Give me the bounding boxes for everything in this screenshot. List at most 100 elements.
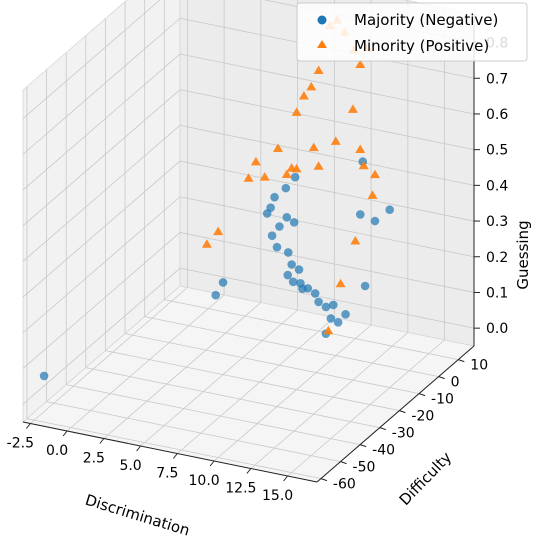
data-point-majority [267, 231, 277, 241]
legend-marker-minority [317, 40, 327, 48]
data-point-majority [39, 371, 49, 381]
data-point-majority [298, 284, 307, 294]
grid-line-z [179, 196, 475, 258]
grid-line-y [46, 401, 341, 462]
grid-line-z [179, 232, 475, 293]
data-points [39, 15, 394, 381]
data-point-minority [313, 161, 324, 170]
grid-line-x [287, 339, 445, 477]
data-point-minority [355, 59, 366, 69]
z-tick-label: 0.1 [486, 285, 508, 301]
grid-line-z [22, 160, 181, 298]
grid-line-z [22, 125, 181, 262]
data-point-majority [283, 248, 293, 257]
data-point-majority [282, 212, 292, 222]
grid-line-z [22, 232, 181, 369]
z-tick-label: 0.4 [486, 178, 508, 194]
data-point-minority [201, 239, 212, 248]
y-tick-label: -60 [333, 477, 356, 493]
data-point-majority [211, 290, 221, 300]
data-point-majority [275, 222, 284, 231]
grid-line-x [66, 294, 225, 432]
x-tick-mark [246, 468, 252, 474]
grid-line-x [140, 309, 298, 447]
data-point-minority [369, 169, 380, 179]
data-point-majority [270, 192, 279, 202]
x-tick-label: 2.5 [83, 451, 105, 467]
y-tick-label: -10 [431, 392, 454, 408]
data-point-majority [310, 289, 320, 298]
data-point-minority [291, 163, 302, 173]
data-point-minority [335, 278, 346, 288]
x-tick-mark [136, 445, 141, 452]
grid-line-z [179, 53, 475, 115]
grid-line-y [105, 350, 400, 411]
x-axis-line [22, 421, 318, 483]
tick-labels: -2.5 0.0 2.5 5.0 7.5 10.0 12.5 15.0 -60-50-40-30… [7, 36, 509, 504]
data-point-minority [306, 81, 317, 91]
grid-line-z [179, 124, 475, 186]
grid-line-y [124, 333, 420, 394]
grid-line-y [66, 384, 361, 445]
z-tick-label: 0.3 [486, 214, 508, 230]
y-tick-mark [418, 393, 426, 397]
y-tick-mark [340, 461, 347, 465]
grid-line-z [22, 17, 181, 155]
grid-line-x [213, 324, 372, 462]
grid-line-z [22, 196, 181, 334]
legend-label-majority: Majority (Negative) [354, 11, 498, 29]
z-tick-label: 0.0 [486, 321, 508, 337]
grid-line-z [22, 267, 181, 405]
x-tick-label: 0.0 [46, 443, 68, 459]
axis-panes [22, 0, 475, 483]
grid-line-x [103, 302, 262, 439]
data-point-majority [329, 300, 338, 310]
data-point-minority [281, 169, 292, 178]
data-point-minority [347, 104, 358, 113]
grid-line-x [250, 332, 409, 469]
y-tick-mark [458, 359, 465, 363]
data-point-majority [294, 265, 304, 274]
data-point-minority [313, 65, 324, 74]
x-tick-mark [172, 453, 178, 459]
legend: Majority (Negative) Minority (Positive) [296, 2, 528, 62]
data-point-majority [385, 205, 394, 215]
y-tick-mark [399, 410, 406, 414]
grid-line-z [22, 53, 181, 191]
data-point-majority [314, 297, 323, 307]
data-point-minority [272, 143, 283, 153]
legend-marker-majority [317, 15, 327, 25]
grid-line-y [164, 299, 459, 360]
grid-line-x [177, 317, 335, 454]
data-point-majority [281, 183, 291, 193]
z-tick-label: 0.5 [486, 143, 508, 159]
data-point-minority [243, 173, 254, 182]
y-tick-mark [379, 427, 386, 431]
x-tick-label: 12.5 [225, 481, 256, 497]
data-point-minority [213, 226, 224, 236]
legend-frame [296, 2, 528, 62]
x-tick-label: 15.0 [262, 488, 293, 504]
data-point-majority [333, 317, 343, 327]
x-tick-label: 7.5 [156, 466, 178, 482]
x-tick-label: -2.5 [7, 436, 34, 452]
data-point-majority [288, 277, 298, 287]
grid-line-y [85, 367, 380, 428]
legend-label-minority: Minority (Positive) [354, 37, 489, 55]
data-point-minority [330, 136, 341, 145]
data-point-majority [289, 218, 299, 227]
grid-lines [22, 0, 475, 479]
data-point-minority [250, 156, 261, 166]
y-tick-mark [438, 376, 445, 380]
data-point-majority [287, 260, 296, 269]
grid-line-x [30, 287, 188, 424]
axis-lines [22, 14, 480, 483]
data-point-majority [272, 242, 282, 252]
y-axis-line [316, 345, 475, 483]
y-axis-label: Difficulty [396, 448, 456, 509]
z-axis-label: Guessing [514, 220, 532, 289]
x-tick-mark [99, 438, 105, 444]
data-point-minority [358, 160, 369, 170]
grid-line-z [179, 160, 475, 222]
